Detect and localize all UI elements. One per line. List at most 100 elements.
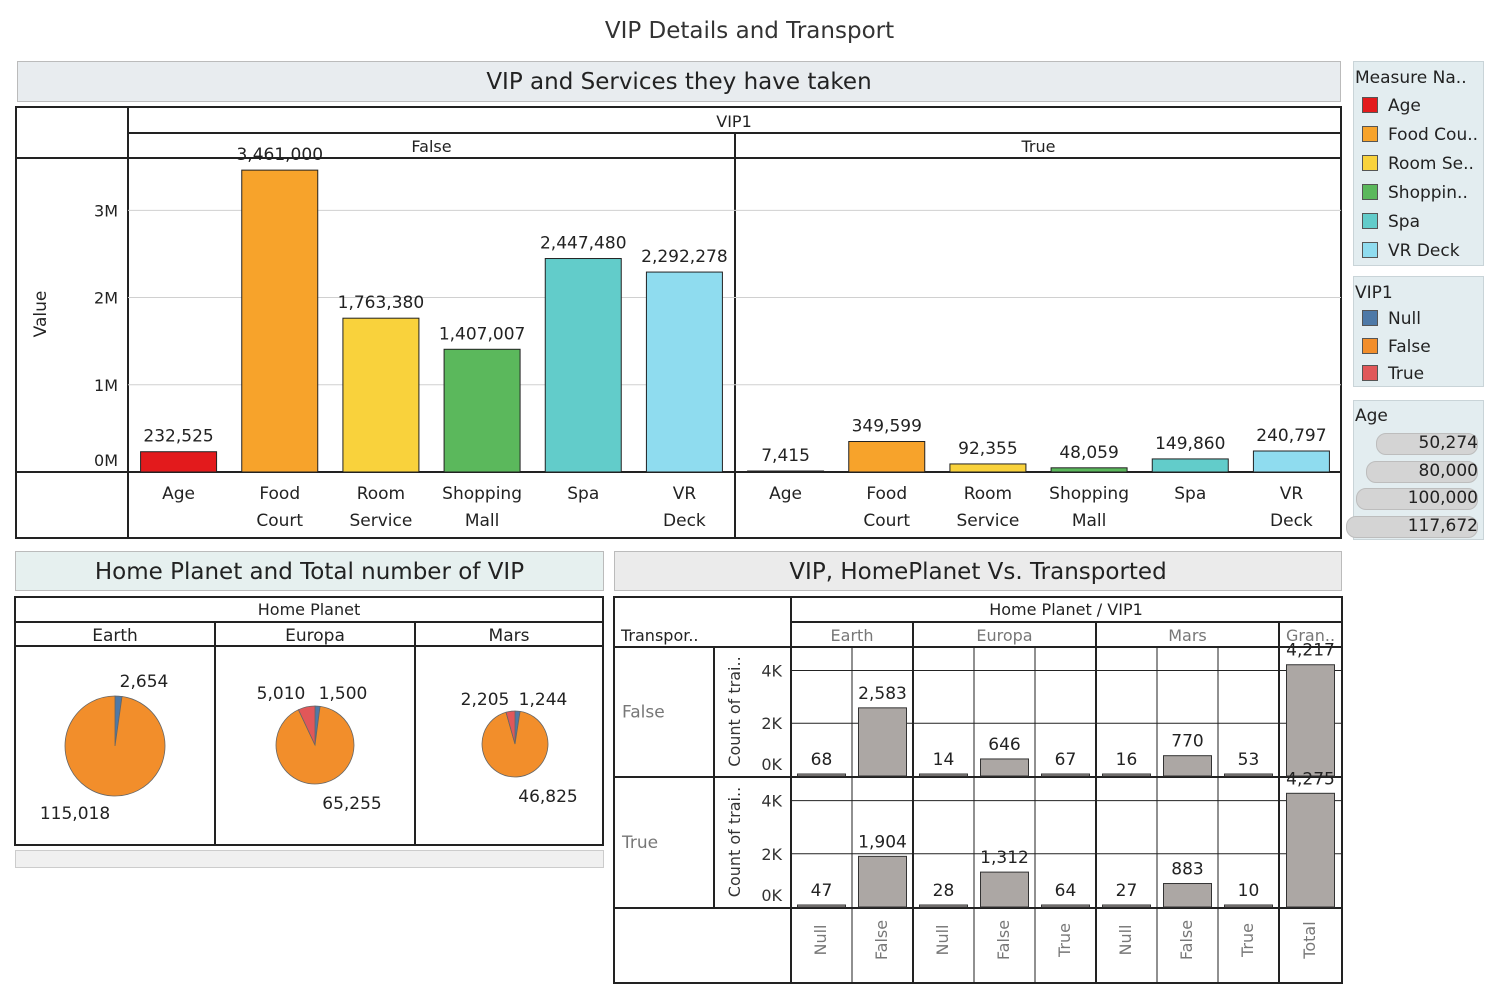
services-y-axis-label: Value: [31, 291, 51, 338]
transport-bar[interactable]: [980, 758, 1029, 777]
vip-legend-title: VIP1: [1355, 283, 1393, 303]
pie-slice-label: 5,010: [257, 684, 306, 704]
transport-column-label: Null: [811, 925, 830, 956]
transport-bar-value: 646: [988, 735, 1020, 755]
transport-y-axis-label: Count of trai..: [725, 787, 744, 897]
transport-bar[interactable]: [797, 773, 846, 777]
pie-panel-label: Mars: [489, 626, 530, 646]
vip-legend-item[interactable]: False: [1362, 337, 1431, 357]
pie-slice[interactable]: [297, 705, 316, 746]
services-bar[interactable]: [848, 441, 926, 473]
legend-label: Shoppin..: [1388, 183, 1468, 203]
transport-bar[interactable]: [1102, 904, 1151, 908]
services-bar[interactable]: [1252, 450, 1330, 473]
transport-group-label: Earth: [831, 626, 874, 645]
transport-bar[interactable]: [858, 855, 907, 908]
pie-slice[interactable]: [505, 710, 516, 745]
pie-slice[interactable]: [275, 705, 355, 785]
legend-label: Null: [1388, 309, 1421, 329]
services-bar[interactable]: [1050, 467, 1128, 473]
vip-legend-item[interactable]: Null: [1362, 309, 1421, 329]
legend-swatch: [1362, 365, 1378, 381]
age-legend-item[interactable]: 80,000: [1354, 460, 1482, 484]
services-bar[interactable]: [645, 271, 723, 473]
transport-group-label: Mars: [1168, 626, 1207, 645]
legend-swatch: [1362, 242, 1378, 258]
pie-slice-label: 2,654: [120, 672, 169, 692]
planet-column-header: Home Planet: [258, 600, 361, 619]
services-bar[interactable]: [747, 470, 825, 473]
services-panel-label: False: [411, 137, 451, 156]
transport-bar[interactable]: [1224, 904, 1273, 908]
transport-bar[interactable]: [858, 707, 907, 777]
vip-legend-item[interactable]: True: [1362, 364, 1424, 384]
services-x-tick: Mall: [465, 511, 500, 531]
services-y-tick: 3M: [94, 201, 118, 220]
transport-bar-value: 64: [1055, 881, 1077, 901]
legend-swatch: [1362, 155, 1378, 171]
transport-bar-value: 28: [933, 881, 955, 901]
planet-horizontal-scrollbar[interactable]: [15, 850, 604, 868]
measure-legend-item[interactable]: Age: [1362, 96, 1421, 116]
pie-slice[interactable]: [64, 695, 166, 797]
services-bar-value: 232,525: [143, 427, 213, 447]
transport-bar-value: 14: [933, 750, 955, 770]
age-legend-item[interactable]: 100,000: [1354, 487, 1482, 511]
transport-bar[interactable]: [980, 871, 1029, 908]
services-bar[interactable]: [949, 463, 1027, 473]
transport-bar[interactable]: [919, 773, 968, 777]
measure-legend-item[interactable]: Spa: [1362, 212, 1420, 232]
services-bar-value: 7,415: [761, 446, 810, 466]
transport-bar[interactable]: [1041, 773, 1090, 777]
transport-bar[interactable]: [1163, 755, 1212, 777]
services-bar[interactable]: [544, 258, 622, 473]
services-bar-value: 92,355: [958, 439, 1017, 459]
transport-bar[interactable]: [797, 904, 846, 908]
measure-legend-item[interactable]: Food Cou..: [1362, 125, 1478, 145]
pie-slice-label: 115,018: [40, 804, 110, 824]
transport-bar[interactable]: [1286, 792, 1335, 908]
services-bar[interactable]: [140, 451, 218, 473]
transport-bar-value: 67: [1055, 750, 1077, 770]
transport-y-tick: 2K: [761, 714, 782, 733]
services-bar[interactable]: [443, 348, 521, 473]
transport-group-label: Europa: [976, 626, 1032, 645]
legend-label: Spa: [1388, 212, 1420, 232]
services-x-tick: Spa: [1174, 484, 1206, 504]
transport-bar-value: 47: [811, 881, 833, 901]
transport-bar-value: 770: [1171, 732, 1203, 752]
legend-swatch: [1362, 213, 1378, 229]
measure-legend-item[interactable]: Room Se..: [1362, 154, 1474, 174]
services-y-tick: 1M: [94, 376, 118, 395]
transport-y-tick: 0K: [761, 755, 782, 774]
transport-bar[interactable]: [1286, 664, 1335, 777]
transport-bar-value: 10: [1238, 881, 1260, 901]
pie-slice[interactable]: [481, 710, 549, 778]
services-bar[interactable]: [342, 317, 420, 473]
measure-legend-item[interactable]: VR Deck: [1362, 241, 1460, 261]
services-y-tick: 0M: [94, 451, 118, 470]
age-size-swatch: [1346, 515, 1478, 538]
legend-label: False: [1388, 336, 1431, 357]
transport-bar[interactable]: [1163, 883, 1212, 908]
measure-legend-item[interactable]: Shoppin..: [1362, 183, 1468, 203]
transport-chart-title: VIP, HomePlanet Vs. Transported: [614, 551, 1342, 591]
services-frame: [15, 106, 1342, 539]
transport-group-label: Gran..: [1286, 626, 1335, 645]
services-bar[interactable]: [241, 169, 319, 473]
legend-label: 80,000: [1418, 460, 1478, 481]
transport-row-header: Transpor..: [620, 626, 699, 645]
transport-bar-value: 53: [1238, 750, 1260, 770]
transport-bar[interactable]: [1041, 904, 1090, 908]
services-bar[interactable]: [1151, 458, 1229, 473]
transport-bar[interactable]: [1224, 773, 1273, 777]
age-legend-item[interactable]: 50,274: [1354, 432, 1482, 456]
pie-panel-label: Earth: [92, 626, 138, 646]
transport-bar[interactable]: [1102, 773, 1151, 777]
legend-swatch: [1362, 97, 1378, 113]
legend-label: 50,274: [1418, 433, 1478, 453]
age-legend-item[interactable]: 117,672: [1346, 515, 1482, 539]
transport-bar[interactable]: [919, 904, 968, 908]
legend-swatch: [1362, 337, 1378, 354]
